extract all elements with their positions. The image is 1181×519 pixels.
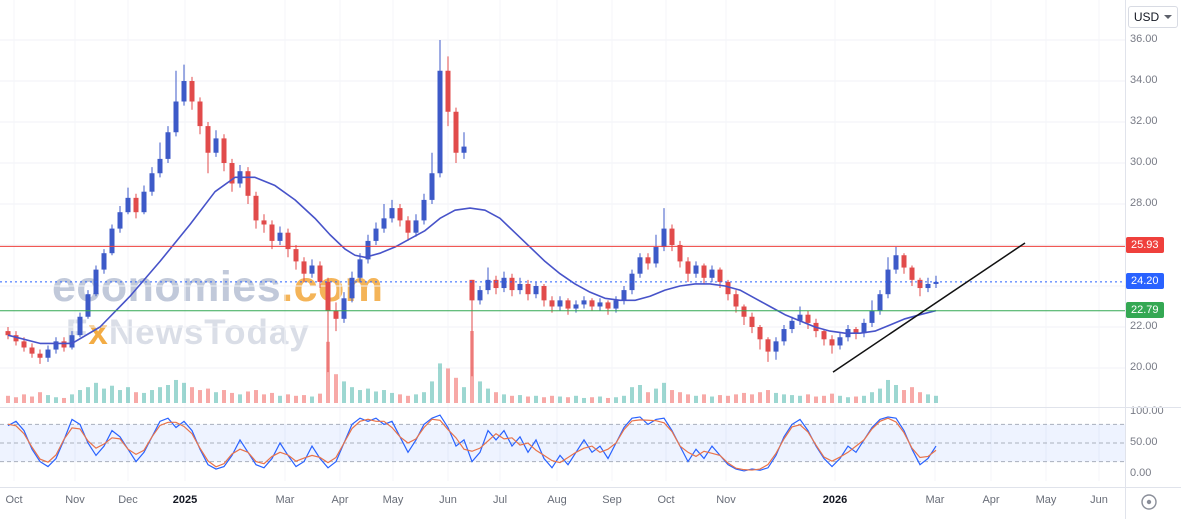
oscillator-tick: 100.00 [1130, 405, 1164, 417]
price-tick: 32.00 [1130, 115, 1158, 127]
price-badge-support[interactable]: 22.79 [1126, 301, 1164, 318]
price-badge-resistance[interactable]: 25.93 [1126, 237, 1164, 254]
price-tick: 22.00 [1130, 320, 1158, 332]
trendline-layer[interactable] [832, 242, 1026, 373]
time-label[interactable]: May [1035, 494, 1057, 506]
circle-logo-icon[interactable] [1140, 493, 1158, 511]
stochastic-band [0, 423, 1125, 463]
time-label[interactable]: Mar [925, 494, 945, 506]
time-label[interactable]: Jun [439, 494, 457, 506]
currency-selector[interactable]: USD [1128, 6, 1178, 28]
time-label[interactable]: Mar [275, 494, 295, 506]
time-axis-border [0, 487, 1181, 488]
price-tick: 28.00 [1130, 197, 1158, 209]
time-label[interactable]: Oct [5, 494, 23, 506]
time-label[interactable]: Jul [492, 494, 508, 506]
oscillator-tick: 50.00 [1130, 436, 1158, 448]
time-label[interactable]: Oct [657, 494, 675, 506]
price-tick: 34.00 [1130, 74, 1158, 86]
time-label[interactable]: Nov [65, 494, 85, 506]
stoch-d-line [7, 417, 937, 471]
moving-average-line [7, 176, 937, 345]
watermark-brand-suffix: .com [281, 263, 384, 311]
watermark: economies.com FxNewsToday [52, 263, 384, 351]
time-axis[interactable]: Oct Nov Dec 2025 Mar Apr May Jun Jul Aug Sep Oct Nov… [0, 487, 1181, 519]
stochastic-lines [7, 414, 937, 472]
grid-layer [0, 0, 1125, 481]
time-label[interactable]: May [382, 494, 404, 506]
axis-border [1125, 0, 1126, 519]
pane-separator[interactable] [0, 407, 1181, 408]
time-label[interactable]: Jun [1090, 494, 1108, 506]
trendline[interactable] [832, 242, 1026, 373]
time-label[interactable]: Apr [331, 494, 349, 506]
price-tick: 20.00 [1130, 361, 1158, 373]
watermark-subtitle: FxNewsToday [66, 315, 384, 350]
time-label[interactable]: Dec [118, 494, 138, 506]
chevron-down-icon [1164, 15, 1173, 19]
price-tick: 36.00 [1130, 33, 1158, 45]
time-label-year[interactable]: 2025 [172, 494, 198, 506]
oscillator-tick: 0.00 [1130, 467, 1152, 479]
time-label[interactable]: Nov [716, 494, 736, 506]
price-levels[interactable] [0, 245, 1125, 312]
time-label[interactable]: Aug [547, 494, 567, 506]
watermark-sub-rest: NewsToday [108, 313, 310, 352]
price-tick: 30.00 [1130, 156, 1158, 168]
price-axis[interactable]: USD 36.00 34.00 32.00 30.00 28.00 22.00 20.00 2… [1125, 0, 1181, 487]
currency-label: USD [1133, 10, 1160, 24]
price-badge-last-price[interactable]: 24.20 [1126, 272, 1164, 289]
time-label[interactable]: Sep [602, 494, 622, 506]
volume-layer [6, 331, 938, 403]
price-chart-canvas[interactable] [0, 0, 1125, 487]
time-label-year[interactable]: 2026 [822, 494, 848, 506]
time-label[interactable]: Apr [982, 494, 1000, 506]
